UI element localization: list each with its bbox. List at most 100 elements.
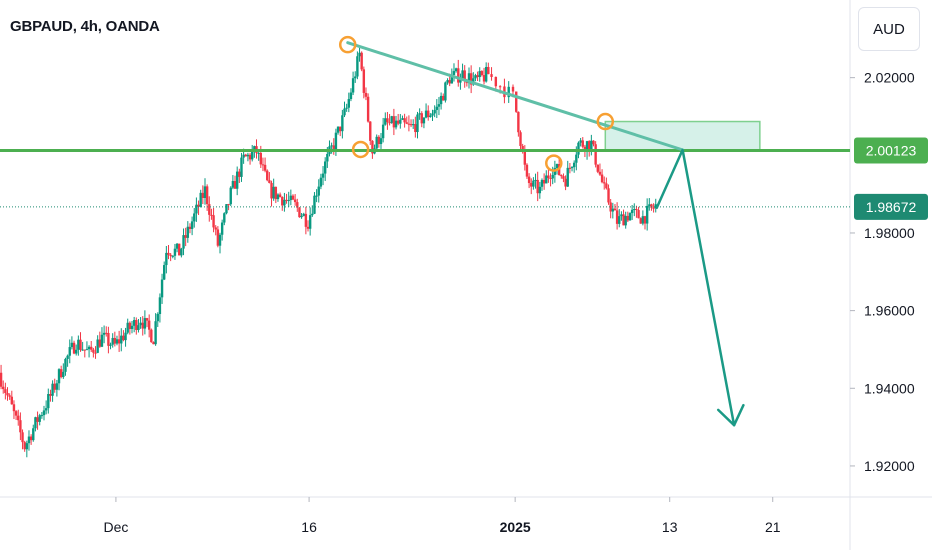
candle-body (409, 124, 413, 126)
candle-body (163, 265, 166, 280)
candle-body (343, 108, 346, 116)
candle-body (216, 229, 220, 246)
candle-body (113, 337, 117, 344)
candle-body (577, 142, 580, 155)
candle-body (605, 183, 608, 189)
candle-body (618, 216, 621, 224)
candle-body (469, 73, 473, 85)
candle-body (635, 209, 638, 211)
candle-body (446, 80, 449, 83)
candle-body (313, 195, 316, 214)
candle-body (349, 92, 353, 100)
candle-body (564, 178, 567, 187)
candle-body (64, 358, 67, 372)
candle-body (534, 179, 537, 181)
candle-body (326, 153, 329, 162)
candle-body (371, 140, 374, 154)
candle-body (128, 322, 132, 329)
candle-body (212, 215, 215, 228)
candle-body (291, 195, 295, 200)
y-tick-label: 1.94000 (864, 380, 915, 396)
candle-body (83, 349, 86, 351)
candle-body (487, 66, 490, 75)
candle-body (461, 70, 464, 79)
candle-body (615, 210, 619, 224)
candle-body (323, 161, 327, 174)
candle-body (195, 204, 198, 214)
candle-body (147, 320, 151, 330)
candle-body (21, 432, 24, 443)
candle-body (12, 404, 16, 412)
x-tick-label: Dec (103, 519, 128, 535)
candle-body (427, 110, 430, 118)
candle-body (72, 342, 76, 354)
swing-marker (351, 140, 370, 159)
candle-body (14, 411, 18, 416)
candle-body (603, 182, 606, 184)
candle-body (581, 140, 584, 147)
candle-body (317, 186, 320, 196)
candle-body (515, 91, 518, 112)
candle-body (341, 115, 344, 132)
candle-body (570, 167, 574, 169)
candle-body (448, 80, 451, 84)
candle-body (457, 68, 460, 83)
candle-body (620, 214, 623, 217)
candle-body (433, 109, 436, 114)
candle-body (315, 195, 318, 197)
candle-body (652, 207, 655, 209)
candle-body (2, 386, 5, 390)
candle-body (362, 69, 366, 93)
candle-body (160, 279, 164, 298)
candle-body (302, 213, 305, 216)
candle-body (139, 322, 142, 326)
candle-body (107, 332, 110, 346)
candle-body (285, 199, 288, 201)
candle-body (332, 145, 335, 150)
candle-body (356, 56, 359, 77)
candle-body (132, 320, 136, 326)
candle-body (420, 113, 423, 124)
candle-body (203, 186, 207, 198)
candle-body (199, 192, 202, 207)
candle-body (405, 122, 408, 124)
candle-body (639, 218, 642, 224)
candle-body (137, 325, 140, 331)
candle-body (38, 415, 41, 422)
candle-body (609, 202, 612, 212)
candle-body (19, 420, 22, 433)
candle-body (648, 204, 651, 206)
candle-body (463, 70, 466, 82)
candle-body (210, 214, 213, 216)
candle-body (375, 136, 378, 149)
candle-body (201, 192, 205, 198)
candle-body (411, 124, 415, 126)
candle-body (225, 204, 228, 214)
candle-body (289, 195, 293, 201)
candle-body (180, 248, 183, 256)
candle-body (379, 138, 383, 145)
candle-body (622, 214, 625, 226)
candle-body (394, 120, 398, 128)
y-tick-label: 2.02000 (864, 70, 915, 86)
candle-body (235, 171, 239, 189)
candle-body (482, 75, 486, 82)
candle-body (360, 52, 363, 70)
candle-body (444, 82, 447, 101)
candle-body (246, 154, 250, 157)
candle-body (585, 141, 589, 152)
candle-body (223, 213, 226, 223)
candle-body (231, 181, 235, 188)
currency-button[interactable]: AUD (858, 7, 920, 51)
candle-body (68, 347, 71, 356)
candle-body (575, 154, 578, 163)
candle-body (111, 337, 114, 345)
candle-body (345, 107, 348, 109)
candle-body (182, 235, 185, 249)
candle-body (633, 209, 636, 211)
swing-marker (596, 112, 615, 131)
candle-body (145, 318, 149, 321)
candle-body (74, 349, 78, 354)
candle-body (251, 151, 254, 160)
